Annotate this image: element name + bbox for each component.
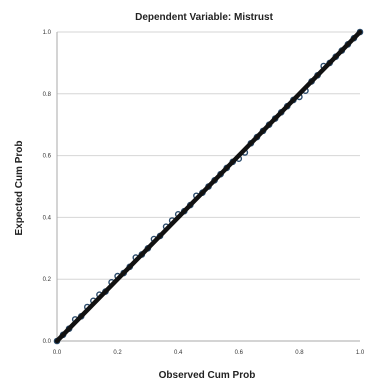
x-tick-label-0: 0.0 xyxy=(53,350,62,356)
y-tick-label-2: 0.4 xyxy=(43,215,52,221)
reference-line-group xyxy=(54,29,363,344)
x-tick-label-1: 0.2 xyxy=(113,350,122,356)
y-tick-label-3: 0.6 xyxy=(43,154,52,160)
reference-line xyxy=(54,29,363,344)
y-tick-label-0: 0.0 xyxy=(43,339,52,345)
chart-title: Dependent Variable: Mistrust xyxy=(135,12,273,23)
x-tick-label-5: 1.0 xyxy=(356,350,365,356)
y-tick-label-4: 0.8 xyxy=(43,92,52,98)
axes xyxy=(56,32,360,342)
y-tick-label-5: 1.0 xyxy=(43,30,52,36)
y-axis-label: Expected Cum Prob xyxy=(14,140,25,235)
x-tick-label-2: 0.4 xyxy=(174,350,183,356)
x-axis-label: Observed Cum Prob xyxy=(159,370,256,381)
x-tick-label-4: 0.8 xyxy=(295,350,304,356)
tick-labels: 0.0 0.2 0.4 0.6 0.8 1.0 0.0 0.2 0.4 0.6 0.8 1.0 xyxy=(43,30,365,356)
x-tick-label-3: 0.6 xyxy=(235,350,244,356)
y-tick-label-1: 0.2 xyxy=(43,277,52,283)
